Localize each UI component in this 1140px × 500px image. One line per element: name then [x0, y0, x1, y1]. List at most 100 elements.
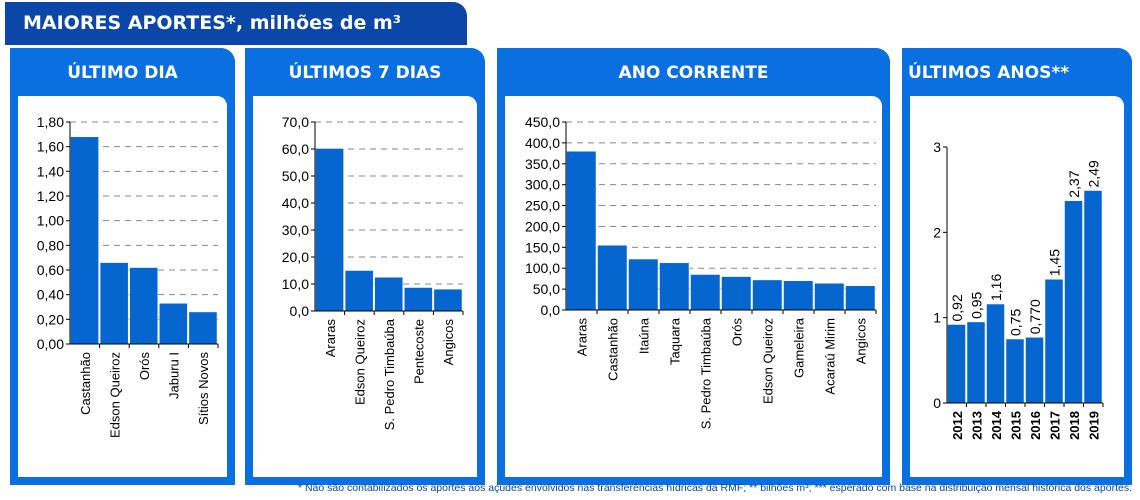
bar	[1005, 338, 1025, 404]
x-tick-label: Araras	[323, 319, 338, 358]
x-tick-label: Sítios Novos	[196, 352, 211, 425]
x-tick-label: Taquara	[668, 317, 683, 365]
bar	[188, 311, 218, 345]
y-tick-label: 250,0	[525, 198, 560, 214]
x-tick-label: Orós	[137, 352, 152, 381]
bar	[344, 270, 374, 312]
y-tick-label: 70,0	[282, 114, 309, 130]
panel-ultimos-7-dias: ÚLTIMOS 7 DIAS	[245, 48, 485, 485]
y-tick-label: 450,0	[525, 114, 560, 130]
y-tick-label: 1,60	[37, 139, 64, 155]
y-tick-label: 0,40	[37, 287, 64, 303]
bar	[374, 277, 404, 312]
y-tick-label: 3	[933, 139, 941, 155]
bar	[628, 258, 659, 311]
x-tick-label: S. Pedro Timbaúba	[382, 318, 397, 430]
y-tick-label: 60,0	[282, 141, 309, 157]
data-label: 0,92	[949, 294, 965, 321]
y-tick-label: 20,0	[282, 249, 309, 265]
x-tick-label: Araras	[575, 318, 590, 357]
x-tick-label: 2013	[969, 411, 984, 440]
x-tick-label: Edson Queiroz	[352, 319, 367, 405]
x-tick-label: S. Pedro Timbaúba	[699, 317, 714, 429]
y-tick-label: 1,80	[37, 114, 64, 130]
y-tick-label: 40,0	[282, 195, 309, 211]
panel-title: ÚLTIMO DIA	[67, 63, 178, 83]
footnote: * Não são contabilizados os aportes aos …	[297, 482, 1132, 494]
x-tick-label: 2019	[1086, 411, 1101, 440]
panel-title: ÚLTIMOS 7 DIAS	[288, 63, 442, 83]
bar	[404, 287, 433, 312]
page-title: MAIORES APORTES*, milhões de m³	[5, 2, 467, 45]
y-tick-label: 0,0	[290, 303, 310, 319]
bar	[597, 244, 628, 311]
bar	[1064, 200, 1083, 404]
bar	[783, 280, 814, 311]
x-tick-label: Jaburu I	[167, 352, 182, 399]
x-tick-label: Edson Queiroz	[761, 318, 776, 404]
data-label: 2,37	[1066, 170, 1082, 197]
y-tick-label: 0,0	[541, 302, 561, 318]
bar	[721, 276, 752, 311]
x-tick-label: 2016	[1028, 411, 1043, 440]
bar	[845, 285, 876, 311]
y-tick-label: 0,60	[37, 262, 64, 278]
y-tick-label: 400,0	[525, 135, 560, 151]
y-tick-label: 0	[933, 395, 941, 411]
y-tick-label: 150,0	[525, 239, 560, 255]
bar	[986, 303, 1005, 404]
y-tick-label: 100,0	[525, 260, 560, 276]
data-label: 0,95	[968, 291, 984, 318]
y-tick-label: 10,0	[282, 276, 309, 292]
x-tick-label: Pentecoste	[412, 319, 427, 384]
bar	[947, 324, 966, 404]
x-tick-label: Gameleira	[792, 317, 807, 378]
y-tick-label: 30,0	[282, 222, 309, 238]
x-tick-label: 2014	[989, 410, 1004, 440]
y-tick-label: 200,0	[525, 218, 560, 234]
bar	[159, 303, 188, 345]
x-tick-label: Angicos	[441, 319, 456, 366]
bar	[99, 262, 129, 345]
bar	[70, 136, 99, 345]
x-tick-label: 2017	[1047, 411, 1062, 440]
x-tick-label: 2018	[1067, 411, 1082, 440]
bar	[966, 321, 986, 404]
x-tick-label: Castanhão	[606, 318, 621, 381]
y-tick-label: 1,20	[37, 188, 64, 204]
y-tick-label: 300,0	[525, 177, 560, 193]
bar	[1044, 279, 1064, 404]
data-label: 2,49	[1085, 160, 1101, 187]
x-tick-label: 2012	[950, 411, 965, 440]
data-label: 0,75	[1007, 309, 1023, 336]
data-label: 0,770	[1027, 299, 1043, 334]
bar	[1083, 190, 1103, 404]
x-tick-label: Itaúna	[637, 317, 652, 354]
y-tick-label: 0,80	[37, 237, 64, 253]
bar	[315, 148, 344, 312]
x-tick-label: 2015	[1008, 411, 1023, 440]
y-tick-label: 350,0	[525, 156, 560, 172]
panel-title: ÚLTIMOS ANOS**	[908, 63, 1070, 83]
bar	[566, 150, 597, 311]
x-tick-label: Orós	[730, 318, 745, 347]
y-tick-label: 50,0	[533, 281, 560, 297]
bar	[690, 274, 721, 311]
bar	[129, 267, 159, 345]
y-tick-label: 1,40	[37, 163, 64, 179]
y-tick-label: 1,00	[37, 213, 64, 229]
y-tick-label: 0,20	[37, 311, 64, 327]
y-tick-label: 2	[933, 224, 941, 240]
bar	[659, 262, 690, 311]
panel-title: ANO CORRENTE	[618, 63, 769, 83]
x-tick-label: Acaraú Mirim	[823, 318, 838, 395]
bar	[752, 279, 783, 311]
y-tick-label: 0,00	[37, 336, 64, 352]
bar	[814, 283, 845, 311]
x-tick-label: Angicos	[854, 318, 869, 365]
bar	[1025, 337, 1044, 404]
x-tick-label: Castanhão	[78, 352, 93, 415]
bar	[433, 288, 463, 312]
x-tick-label: Edson Queiroz	[107, 352, 122, 438]
